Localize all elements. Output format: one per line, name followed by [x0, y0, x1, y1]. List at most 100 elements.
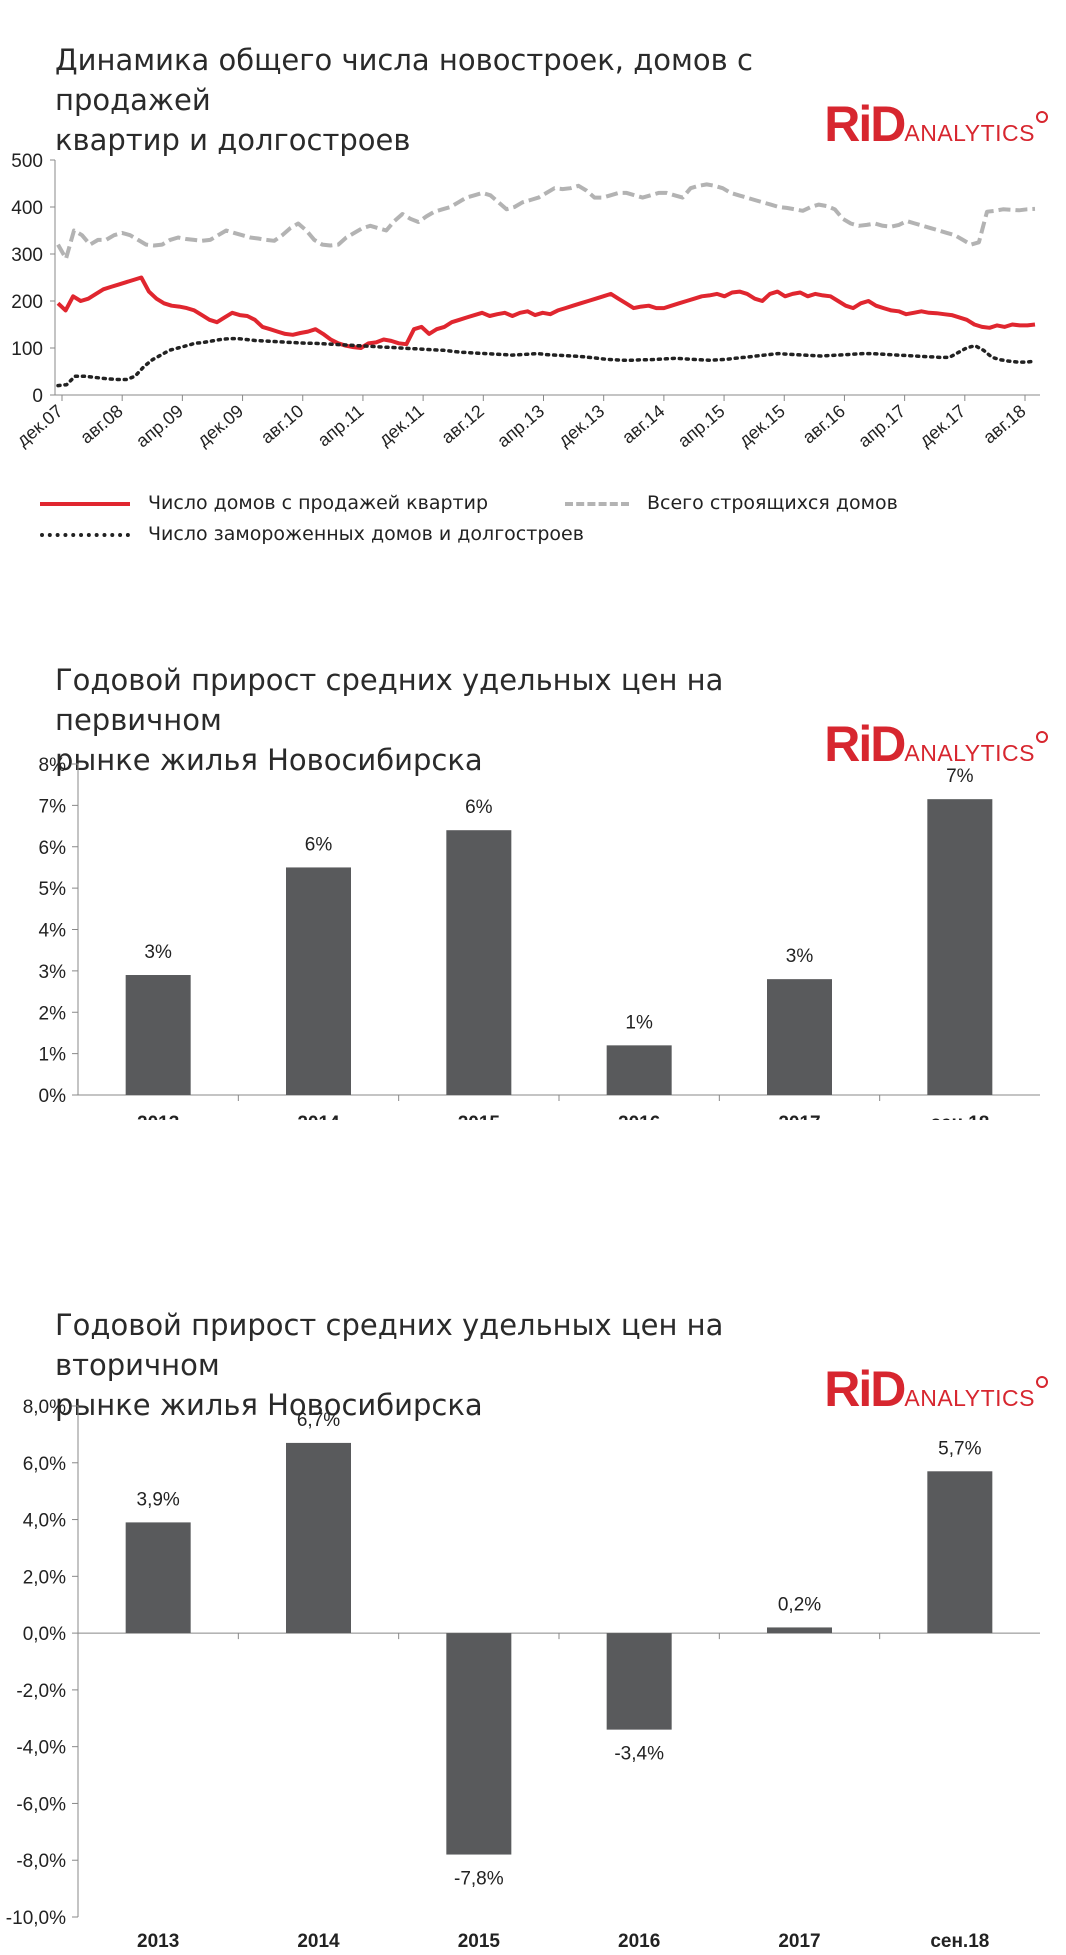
bar [446, 830, 512, 1095]
x-tick-label: дек.11 [375, 401, 428, 450]
data-label: 6,7% [297, 1410, 340, 1431]
y-tick-label: 1% [39, 1045, 67, 1066]
x-tick-label: дек.15 [735, 401, 789, 451]
logo-analytics-text: ANALYTICS [904, 1385, 1035, 1411]
x-tick-label: авг.08 [76, 401, 126, 448]
chart-panel-primary-market: Годовой прирост средних удельных цен на … [0, 620, 1066, 1160]
y-tick-label: 200 [11, 292, 43, 313]
rid-analytics-logo: RiDANALYTICS [824, 95, 1048, 153]
legend-label: Число домов с продажей квартир [148, 492, 489, 514]
y-tick-label: 0% [39, 1086, 67, 1107]
x-tick-label: авг.14 [618, 401, 668, 448]
series-line [56, 336, 1037, 388]
y-tick-label: 7% [39, 796, 67, 817]
x-tick-label: сен.18 [930, 1113, 989, 1120]
chart-title-line-2: квартир и долгостроев [55, 123, 411, 157]
chart-title-line-2: рынке жилья Новосибирска [55, 743, 483, 777]
rid-analytics-logo: RiDANALYTICS [824, 1360, 1048, 1418]
x-tick-label: дек.17 [916, 401, 970, 451]
logo-ring-icon [1036, 731, 1048, 743]
x-tick-label: сен.18 [930, 1931, 989, 1952]
bar [927, 1471, 993, 1634]
bar-chart: 0% 1% 2% 3% 4% 5% 6% 7% 8% 3% 2013 6% 2014 6% 2015 1% 20… [39, 755, 1040, 1120]
x-tick-label: апр.17 [854, 401, 909, 452]
bar [125, 975, 191, 1095]
y-tick-label: 4,0% [23, 1511, 66, 1532]
x-tick-label: 2014 [297, 1113, 340, 1120]
legend-swatch-solid [40, 501, 130, 506]
bar [606, 1633, 672, 1730]
x-tick-label: 2013 [137, 1113, 179, 1120]
legend-item-total: Всего строящихся домов [565, 492, 898, 514]
logo-analytics-text: ANALYTICS [904, 120, 1035, 146]
chart-title: Годовой прирост средних удельных цен на … [55, 660, 855, 780]
data-label: 0,2% [778, 1594, 821, 1615]
x-tick-label: апр.15 [674, 401, 729, 452]
bar [286, 867, 351, 1095]
legend-label: Число замороженных домов и долгостроев [148, 523, 584, 545]
data-label: -3,4% [614, 1744, 664, 1765]
x-tick-label: авг.16 [799, 401, 849, 448]
y-tick-label: 3% [39, 962, 67, 983]
data-label: 3,9% [137, 1489, 180, 1510]
bar [767, 1627, 832, 1634]
x-tick-label: 2015 [458, 1113, 501, 1120]
logo-rid-text: RiD [824, 716, 906, 772]
data-label: 3% [786, 946, 814, 967]
series-line [56, 182, 1036, 261]
x-tick-label: апр.13 [493, 401, 548, 452]
y-tick-label: 0,0% [23, 1624, 66, 1645]
logo-ring-icon [1036, 1376, 1048, 1388]
legend-item-sales: Число домов с продажей квартир [40, 492, 488, 514]
bar [767, 979, 832, 1095]
data-label: 1% [625, 1012, 653, 1033]
legend-swatch-dotted [40, 532, 130, 537]
x-tick-label: 2015 [458, 1931, 501, 1952]
series-line [56, 275, 1036, 350]
chart-title-line-2: рынке жилья Новосибирска [55, 1388, 483, 1422]
chart-title-line-1: Динамика общего числа новостроек, домов … [55, 43, 753, 117]
chart-title-line-1: Годовой прирост средних удельных цен на … [55, 663, 724, 737]
y-tick-label: 6,0% [23, 1454, 66, 1475]
logo-rid-text: RiD [824, 96, 906, 152]
legend-label: Всего строящихся домов [647, 492, 898, 514]
x-tick-label: 2017 [778, 1931, 820, 1952]
bar [927, 799, 993, 1095]
y-tick-label: -2,0% [16, 1681, 66, 1702]
legend-swatch-dashed [565, 501, 629, 506]
x-tick-label: 2014 [297, 1931, 340, 1952]
chart-title-line-1: Годовой прирост средних удельных цен на … [55, 1308, 724, 1382]
y-tick-label: -6,0% [16, 1794, 66, 1815]
data-label: 7% [946, 766, 974, 787]
x-tick-label: авг.18 [979, 401, 1029, 448]
data-label: 5,7% [938, 1438, 981, 1459]
bar [606, 1045, 672, 1095]
data-label: 3% [144, 942, 172, 963]
y-tick-label: 100 [11, 339, 43, 360]
bar-chart: 8,0% 6,0% 4,0% 2,0% 0,0% -2,0% -4,0% -6,0% -8,0%… [6, 1397, 1040, 1952]
x-tick-label: 2013 [137, 1931, 179, 1952]
line-chart: 0 100 200 300 400 500 дек.07 авг.08 апр.09 дек.09… [11, 151, 1040, 452]
logo-analytics-text: ANALYTICS [904, 740, 1035, 766]
x-tick-label: апр.11 [314, 401, 368, 451]
chart-title: Годовой прирост средних удельных цен на … [55, 1305, 855, 1425]
x-tick-label: 2017 [778, 1113, 820, 1120]
y-tick-label: 5% [39, 879, 67, 900]
x-tick-label: дек.13 [554, 401, 608, 451]
y-tick-label: 2,0% [23, 1567, 66, 1588]
x-tick-label: авг.12 [438, 401, 488, 448]
chart-panel-secondary-market: Годовой прирост средних удельных цен на … [0, 1265, 1066, 1952]
x-tick-label: авг.10 [257, 401, 307, 448]
y-tick-label: 8,0% [23, 1397, 66, 1418]
x-tick-label: дек.09 [193, 401, 247, 451]
data-label: 6% [465, 797, 493, 818]
logo-rid-text: RiD [824, 1361, 906, 1417]
x-tick-label: дек.07 [13, 401, 67, 451]
y-tick-label: -10,0% [6, 1908, 66, 1929]
x-tick-label: 2016 [618, 1113, 660, 1120]
y-tick-label: -4,0% [16, 1738, 66, 1759]
y-tick-label: 6% [39, 838, 67, 859]
y-tick-label: -8,0% [16, 1851, 66, 1872]
y-tick-label: 500 [11, 151, 43, 172]
y-tick-label: 4% [39, 921, 67, 942]
